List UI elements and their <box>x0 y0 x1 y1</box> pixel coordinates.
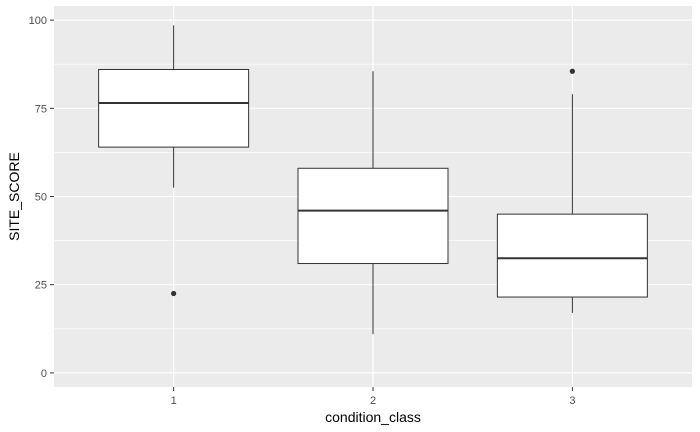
x-tick-label: 3 <box>569 395 575 407</box>
x-axis-title: condition_class <box>325 409 421 425</box>
box-group-1 <box>98 25 250 297</box>
y-tick-label: 100 <box>29 15 47 27</box>
box-iqr <box>98 69 250 148</box>
y-axis: 0 25 50 75 100 <box>29 15 54 380</box>
boxes-layer <box>98 25 648 335</box>
box-iqr <box>297 167 449 265</box>
y-tick-label: 75 <box>35 103 47 115</box>
box-group-2 <box>297 71 449 335</box>
box-iqr <box>496 213 648 298</box>
outlier-point <box>171 290 177 297</box>
x-tick-label: 2 <box>370 395 376 407</box>
y-axis-title: SITE_SCORE <box>6 152 22 241</box>
x-tick-label: 1 <box>171 395 177 407</box>
x-axis: 1 2 3 <box>171 387 575 407</box>
y-tick-label: 0 <box>41 368 47 380</box>
box-group-3 <box>496 68 648 313</box>
y-tick-label: 25 <box>35 280 47 292</box>
outlier-point <box>569 68 575 74</box>
y-tick-label: 50 <box>35 192 47 204</box>
